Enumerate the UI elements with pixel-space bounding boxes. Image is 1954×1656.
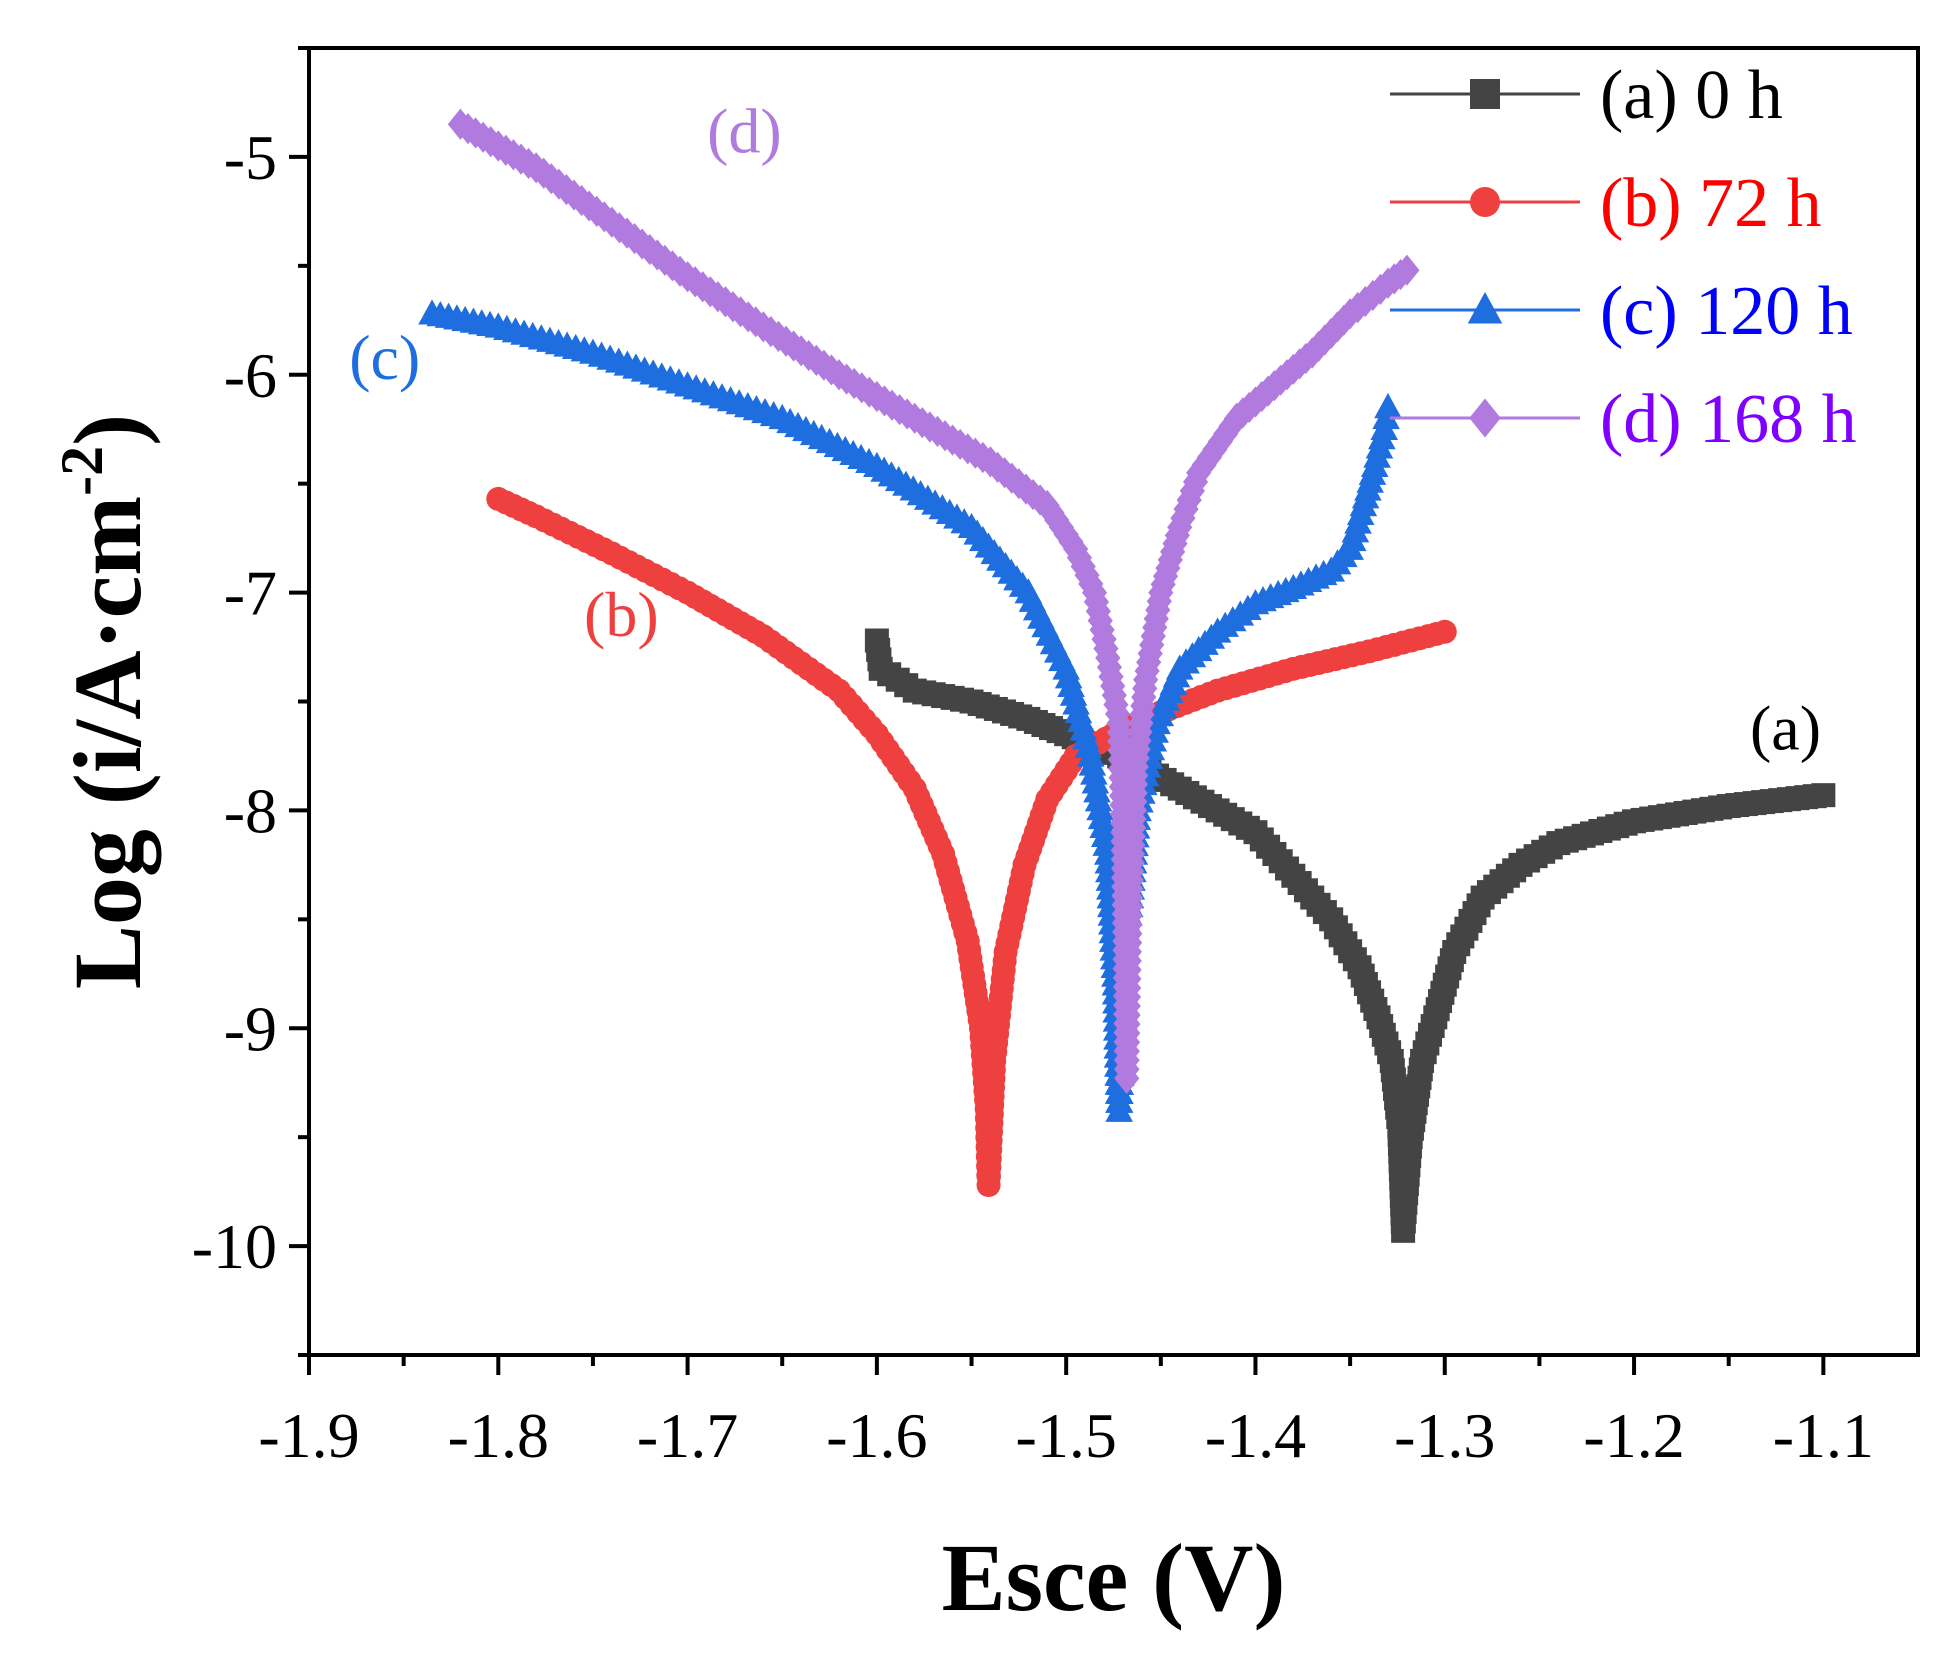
series-group <box>418 108 1836 1243</box>
data-point-triangle <box>1374 393 1402 419</box>
series-4 <box>447 108 1420 1094</box>
legend-label: (d) 168 h <box>1600 381 1857 458</box>
data-point-diamond <box>1394 254 1420 286</box>
legend-item-3: (c) 120 h <box>1390 273 1853 350</box>
curve-label-3: (c) <box>349 322 420 393</box>
legend-item-1: (a) 0 h <box>1390 57 1783 134</box>
x-tick-label: -1.2 <box>1583 1400 1684 1471</box>
y-tick-label: -6 <box>224 340 277 411</box>
legend-label: (b) 72 h <box>1600 165 1822 242</box>
data-point-triangle <box>1467 292 1503 324</box>
legend-label: (c) 120 h <box>1600 273 1853 350</box>
data-point-circle <box>1432 619 1457 644</box>
data-point-circle <box>1470 187 1500 217</box>
x-tick-label: -1.1 <box>1773 1400 1874 1471</box>
x-tick-label: -1.7 <box>637 1400 738 1471</box>
y-axis-title: Log (i/A·cm-2) <box>49 414 161 989</box>
y-tick-label: -5 <box>224 122 277 193</box>
data-point-diamond <box>1469 398 1501 438</box>
data-point-square <box>1470 79 1500 109</box>
series-2 <box>486 486 1457 1198</box>
y-axis-title-sup: -2 <box>49 446 115 496</box>
x-tick-label: -1.9 <box>258 1400 359 1471</box>
y-tick-label: -7 <box>224 558 277 629</box>
legend-item-2: (b) 72 h <box>1390 165 1822 242</box>
curve-labels: (a) (b) (c) (d) <box>349 96 1821 764</box>
data-point-square <box>1811 783 1836 808</box>
legend: (a) 0 h (b) 72 h (c) 120 h (d) 168 h <box>1390 57 1857 458</box>
y-tick-label: -8 <box>224 775 277 846</box>
curve-label-2: (b) <box>584 579 659 650</box>
x-axis-title: Esce (V) <box>942 1524 1286 1631</box>
legend-item-4: (d) 168 h <box>1390 381 1857 458</box>
x-tick-label: -1.5 <box>1016 1400 1117 1471</box>
x-tick-label: -1.4 <box>1205 1400 1306 1471</box>
y-axis-title-main: Log (i/A·cm <box>54 496 161 989</box>
series-1 <box>864 628 1836 1243</box>
y-axis-title-close: ) <box>54 414 161 446</box>
series-line <box>431 312 1390 1112</box>
legend-label: (a) 0 h <box>1600 57 1783 134</box>
x-tick-label: -1.3 <box>1394 1400 1495 1471</box>
curve-label-4: (d) <box>707 96 782 167</box>
x-tick-label: -1.6 <box>826 1400 927 1471</box>
curve-label-1: (a) <box>1750 692 1821 763</box>
y-tick-label: -10 <box>192 1211 277 1282</box>
x-tick-label: -1.8 <box>448 1400 549 1471</box>
y-tick-label: -9 <box>224 993 277 1064</box>
axes: -1.9 -1.8 -1.7 -1.6 -1.5 -1.4 -1.3 -1.2 -1.1 -10 -… <box>192 46 1874 1471</box>
